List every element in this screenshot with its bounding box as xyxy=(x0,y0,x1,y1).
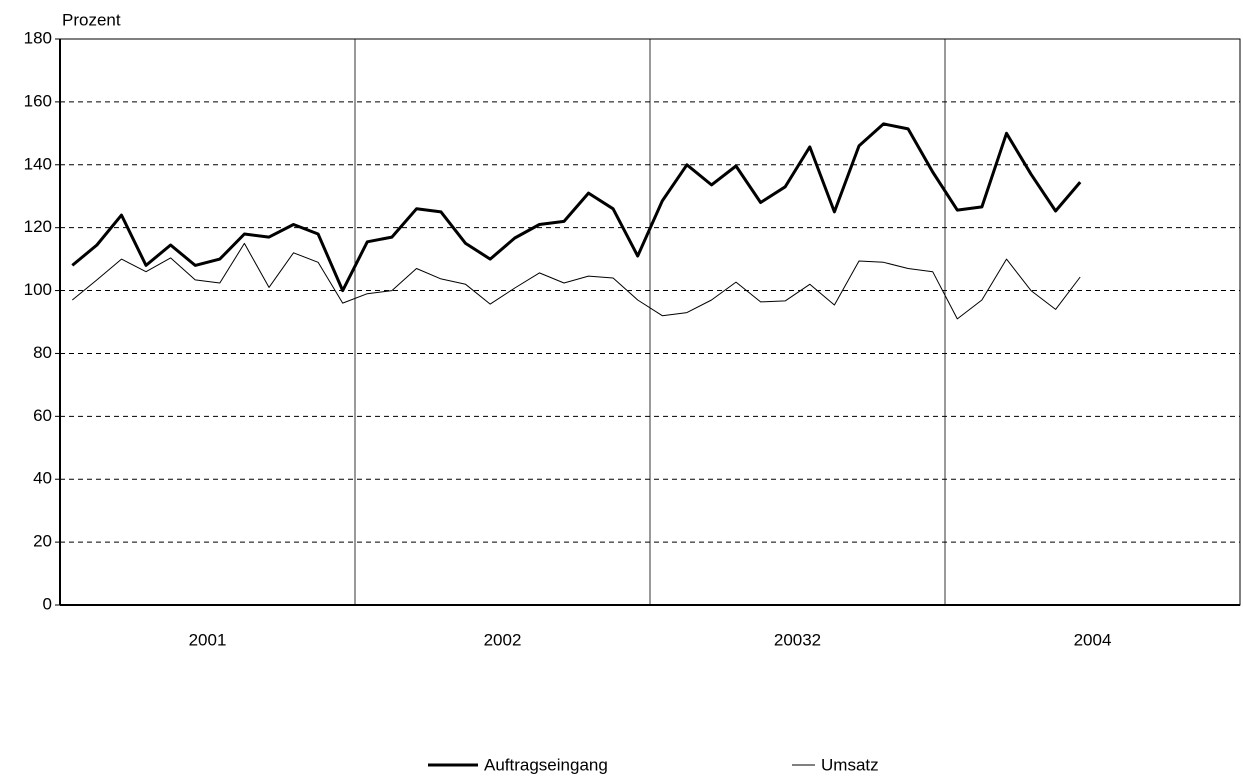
series-line xyxy=(71,122,1082,293)
y-tick-label: 60 xyxy=(33,406,52,425)
y-tick-label: 120 xyxy=(24,217,52,236)
x-group-label: 2001 xyxy=(189,630,227,649)
y-tick-label: 0 xyxy=(43,594,52,613)
y-tick-label: 40 xyxy=(33,469,52,488)
x-group-label: 2002 xyxy=(484,630,522,649)
y-tick-label: 20 xyxy=(33,532,52,551)
y-tick-label: 140 xyxy=(24,154,52,173)
series-line xyxy=(71,242,1081,320)
y-tick-label: 100 xyxy=(24,280,52,299)
y-tick-label: 180 xyxy=(24,28,52,47)
x-group-label: 20032 xyxy=(774,630,821,649)
y-tick-label: 160 xyxy=(24,91,52,110)
y-axis-label: Prozent xyxy=(62,10,121,29)
y-tick-label: 80 xyxy=(33,343,52,362)
x-group-label: 2004 xyxy=(1074,630,1112,649)
legend-label: Umsatz xyxy=(821,755,879,774)
legend-label: Auftragseingang xyxy=(484,755,608,774)
